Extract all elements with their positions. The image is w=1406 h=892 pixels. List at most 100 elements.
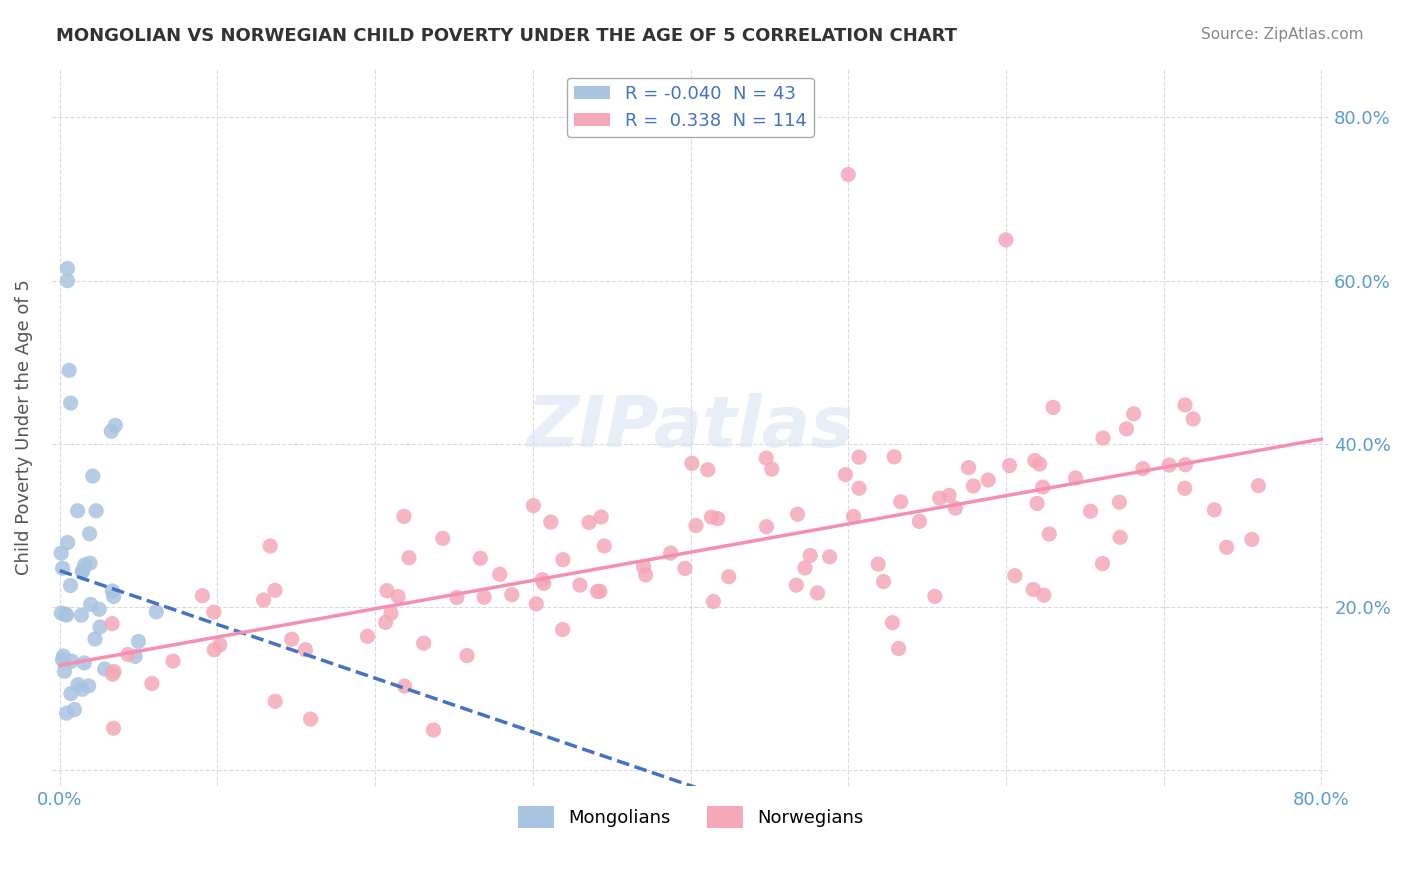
Legend: Mongolians, Norwegians: Mongolians, Norwegians — [510, 798, 870, 835]
Mongolians — [56, 535, 79, 549]
Mongolians — [79, 598, 101, 612]
Norwegians — [848, 481, 870, 495]
Norwegians — [634, 568, 657, 582]
Norwegians — [842, 509, 865, 524]
Text: MONGOLIAN VS NORWEGIAN CHILD POVERTY UNDER THE AGE OF 5 CORRELATION CHART: MONGOLIAN VS NORWEGIAN CHILD POVERTY UND… — [56, 27, 957, 45]
Norwegians — [375, 583, 398, 598]
Norwegians — [280, 632, 302, 647]
Mongolians — [84, 632, 107, 646]
Norwegians — [394, 679, 416, 693]
Norwegians — [551, 552, 574, 566]
Norwegians — [501, 588, 523, 602]
Norwegians — [380, 607, 402, 621]
Norwegians — [101, 667, 124, 681]
Norwegians — [882, 615, 904, 630]
Norwegians — [264, 583, 287, 598]
Mongolians — [55, 608, 77, 623]
Norwegians — [202, 642, 225, 657]
Norwegians — [700, 510, 723, 524]
Norwegians — [945, 501, 967, 516]
Norwegians — [141, 676, 163, 690]
Norwegians — [1174, 398, 1197, 412]
Mongolians — [124, 649, 146, 664]
Norwegians — [524, 597, 547, 611]
Norwegians — [589, 584, 612, 599]
Mongolians — [59, 578, 82, 592]
Mongolians — [72, 563, 94, 577]
Norwegians — [702, 594, 724, 608]
Norwegians — [1174, 481, 1197, 495]
Norwegians — [1174, 458, 1197, 472]
Norwegians — [1026, 496, 1049, 510]
Mongolians — [55, 706, 77, 720]
Norwegians — [957, 460, 980, 475]
Norwegians — [470, 551, 492, 566]
Norwegians — [1240, 533, 1263, 547]
Norwegians — [717, 570, 740, 584]
Norwegians — [374, 615, 396, 630]
Mongolians — [66, 504, 89, 518]
Text: Source: ZipAtlas.com: Source: ZipAtlas.com — [1201, 27, 1364, 42]
Norwegians — [191, 589, 214, 603]
Norwegians — [392, 509, 415, 524]
Mongolians — [101, 584, 124, 599]
Mongolians — [63, 703, 86, 717]
Mongolians — [60, 654, 83, 668]
Norwegians — [533, 576, 555, 591]
Norwegians — [706, 511, 728, 525]
Norwegians — [794, 561, 817, 575]
Norwegians — [432, 532, 454, 546]
Norwegians — [1204, 503, 1226, 517]
Norwegians — [208, 638, 231, 652]
Norwegians — [1091, 557, 1114, 571]
Mongolians — [104, 418, 127, 433]
Norwegians — [1032, 480, 1054, 494]
Norwegians — [103, 721, 125, 735]
Norwegians — [299, 712, 322, 726]
Mongolians — [52, 648, 75, 663]
Mongolians — [56, 261, 79, 276]
Norwegians — [522, 499, 544, 513]
Mongolians — [100, 425, 122, 439]
Mongolians — [82, 469, 104, 483]
Norwegians — [994, 233, 1017, 247]
Norwegians — [531, 573, 554, 587]
Norwegians — [908, 515, 931, 529]
Norwegians — [294, 642, 316, 657]
Mongolians — [72, 565, 94, 579]
Mongolians — [66, 677, 89, 691]
Norwegians — [872, 574, 894, 589]
Mongolians — [51, 653, 73, 667]
Norwegians — [799, 549, 821, 563]
Norwegians — [834, 467, 856, 482]
Norwegians — [696, 463, 718, 477]
Norwegians — [1032, 588, 1054, 602]
Norwegians — [755, 451, 778, 466]
Norwegians — [551, 623, 574, 637]
Norwegians — [998, 458, 1021, 473]
Norwegians — [568, 578, 591, 592]
Mongolians — [55, 607, 77, 621]
Norwegians — [117, 648, 139, 662]
Norwegians — [890, 495, 912, 509]
Norwegians — [1064, 471, 1087, 485]
Mongolians — [72, 682, 94, 697]
Mongolians — [79, 556, 101, 570]
Norwegians — [685, 518, 707, 533]
Mongolians — [52, 561, 75, 575]
Norwegians — [586, 584, 609, 599]
Mongolians — [77, 679, 100, 693]
Norwegians — [1080, 504, 1102, 518]
Norwegians — [1182, 412, 1205, 426]
Norwegians — [356, 629, 378, 643]
Mongolians — [84, 504, 107, 518]
Norwegians — [1022, 582, 1045, 597]
Text: ZIPatlas: ZIPatlas — [527, 393, 855, 462]
Norwegians — [1108, 495, 1130, 509]
Mongolians — [79, 526, 101, 541]
Norwegians — [928, 491, 950, 505]
Norwegians — [1038, 527, 1060, 541]
Norwegians — [259, 539, 281, 553]
Norwegians — [472, 591, 495, 605]
Mongolians — [59, 396, 82, 410]
